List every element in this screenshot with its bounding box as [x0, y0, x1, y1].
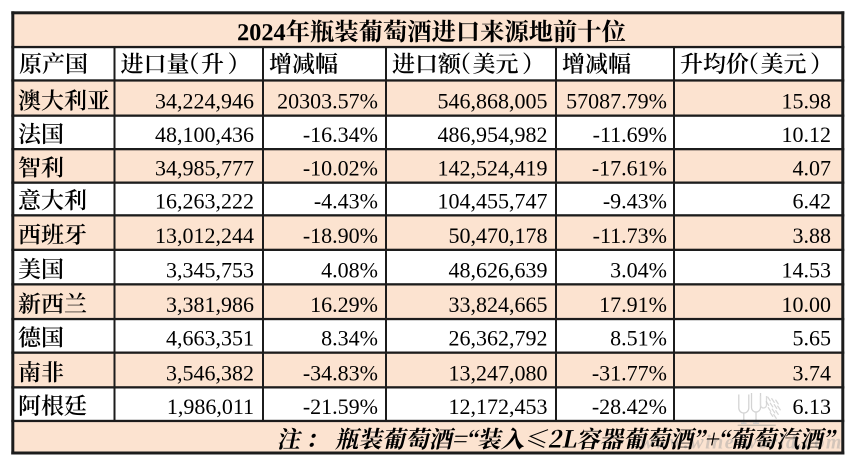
- svg-text:-16.34%: -16.34%: [303, 122, 378, 147]
- svg-text:3,345,753: 3,345,753: [166, 257, 254, 282]
- svg-text:104,455,747: 104,455,747: [438, 188, 548, 213]
- svg-text:4.07: 4.07: [793, 156, 832, 181]
- svg-text:16.29%: 16.29%: [310, 292, 378, 317]
- svg-text:-9.43%: -9.43%: [603, 188, 667, 213]
- svg-text:48,100,436: 48,100,436: [155, 122, 254, 147]
- svg-text:50,470,178: 50,470,178: [449, 223, 548, 248]
- svg-text:15.98: 15.98: [782, 89, 832, 114]
- svg-text:8.34%: 8.34%: [321, 326, 378, 351]
- svg-text:3,546,382: 3,546,382: [166, 360, 254, 385]
- svg-text:-11.73%: -11.73%: [593, 223, 667, 248]
- svg-text:13,247,080: 13,247,080: [449, 360, 548, 385]
- svg-text:1,986,011: 1,986,011: [167, 394, 254, 419]
- svg-text:-21.59%: -21.59%: [303, 394, 378, 419]
- svg-text:3.04%: 3.04%: [610, 257, 667, 282]
- svg-text:6.13: 6.13: [793, 394, 832, 419]
- svg-text:8.51%: 8.51%: [610, 326, 667, 351]
- svg-text:4.08%: 4.08%: [321, 257, 378, 282]
- svg-text:-17.61%: -17.61%: [592, 156, 667, 181]
- svg-text:546,868,005: 546,868,005: [438, 89, 548, 114]
- svg-text:3,381,986: 3,381,986: [166, 292, 254, 317]
- svg-text:3.74: 3.74: [793, 360, 832, 385]
- svg-text:3.88: 3.88: [793, 223, 832, 248]
- svg-text:12,172,453: 12,172,453: [449, 394, 548, 419]
- svg-text:-34.83%: -34.83%: [303, 360, 378, 385]
- svg-text:6.42: 6.42: [793, 188, 832, 213]
- svg-text:48,626,639: 48,626,639: [449, 257, 548, 282]
- svg-text:33,824,665: 33,824,665: [449, 292, 548, 317]
- svg-text:-10.02%: -10.02%: [303, 156, 378, 181]
- svg-text:142,524,419: 142,524,419: [438, 156, 548, 181]
- svg-text:5.65: 5.65: [793, 326, 832, 351]
- svg-text:17.91%: 17.91%: [599, 292, 667, 317]
- svg-text:-31.77%: -31.77%: [592, 360, 667, 385]
- svg-text:-4.43%: -4.43%: [314, 188, 378, 213]
- svg-text:57087.79%: 57087.79%: [566, 89, 667, 114]
- svg-text:-11.69%: -11.69%: [593, 122, 667, 147]
- svg-text:10.00: 10.00: [782, 292, 832, 317]
- svg-text:16,263,222: 16,263,222: [155, 188, 254, 213]
- svg-text:-18.90%: -18.90%: [303, 223, 378, 248]
- svg-text:26,362,792: 26,362,792: [449, 326, 548, 351]
- svg-text:34,985,777: 34,985,777: [155, 156, 254, 181]
- svg-text:34,224,946: 34,224,946: [155, 89, 254, 114]
- svg-text:20303.57%: 20303.57%: [277, 89, 378, 114]
- svg-text:14.53: 14.53: [782, 257, 832, 282]
- svg-text:13,012,244: 13,012,244: [155, 223, 254, 248]
- svg-text:486,954,982: 486,954,982: [438, 122, 548, 147]
- svg-text:-28.42%: -28.42%: [592, 394, 667, 419]
- svg-text:10.12: 10.12: [782, 122, 832, 147]
- svg-text:4,663,351: 4,663,351: [166, 326, 254, 351]
